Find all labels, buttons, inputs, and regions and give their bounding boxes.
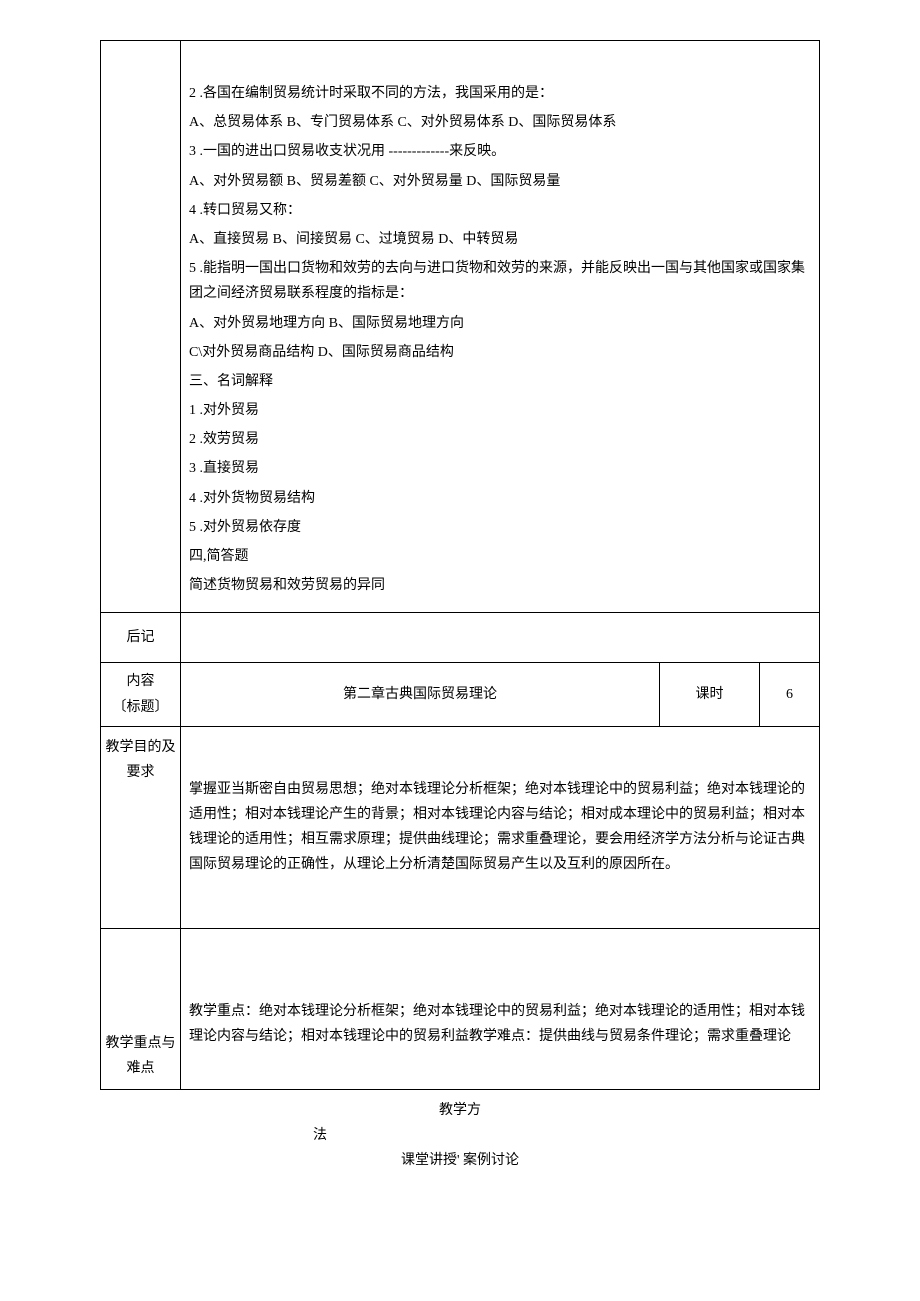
objectives-label-cell: 教学目的及 要求 bbox=[101, 726, 181, 928]
objectives-content-cell: 掌握亚当斯密自由贸易思想；绝对本钱理论分析框架；绝对本钱理论中的贸易利益；绝对本… bbox=[181, 726, 820, 928]
main-content-row: 2 .各国在编制贸易统计时采取不同的方法，我国采用的是： A、总贸易体系 B、专… bbox=[101, 41, 820, 613]
question-5-option-line2: C\对外贸易商品结构 D、国际贸易商品结构 bbox=[189, 340, 811, 365]
essay-question: 简述货物贸易和效劳贸易的异同 bbox=[189, 573, 811, 598]
question-3: 3 .一国的进出口贸易收支状况用 -------------来反映。 bbox=[189, 139, 811, 164]
main-content-cell: 2 .各国在编制贸易统计时采取不同的方法，我国采用的是： A、总贸易体系 B、专… bbox=[181, 41, 820, 613]
keypoints-label-line1: 教学重点与 bbox=[105, 1031, 176, 1056]
method-label-line1: 教学方 bbox=[100, 1098, 820, 1123]
main-content-label-cell bbox=[101, 41, 181, 613]
question-2: 2 .各国在编制贸易统计时采取不同的方法，我国采用的是： bbox=[189, 81, 811, 106]
term-3: 3 .直接贸易 bbox=[189, 456, 811, 481]
method-content: 课堂讲授' 案例讨论 bbox=[100, 1148, 820, 1173]
question-5: 5 .能指明一国出口货物和效劳的去向与进口货物和效劳的来源，并能反映出一国与其他… bbox=[189, 256, 811, 306]
question-2-options: A、总贸易体系 B、专门贸易体系 C、对外贸易体系 D、国际贸易体系 bbox=[189, 110, 811, 135]
postscript-content-cell bbox=[181, 613, 820, 663]
hours-label-cell: 课时 bbox=[660, 663, 760, 726]
content-label-line1: 内容 bbox=[105, 669, 176, 694]
question-4: 4 .转口贸易又称： bbox=[189, 198, 811, 223]
term-5: 5 .对外贸易依存度 bbox=[189, 515, 811, 540]
question-4-options: A、直接贸易 B、间接贸易 C、过境贸易 D、中转贸易 bbox=[189, 227, 811, 252]
keypoints-label-cell: 教学重点与 难点 bbox=[101, 928, 181, 1089]
keypoints-row: 教学重点与 难点 教学重点：绝对本钱理论分析框架；绝对本钱理论中的贸易利益；绝对… bbox=[101, 928, 820, 1089]
question-5-option-line1: A、对外贸易地理方向 B、国际贸易地理方向 bbox=[189, 311, 811, 336]
question-3-options: A、对外贸易额 B、贸易差额 C、对外贸易量 D、国际贸易量 bbox=[189, 169, 811, 194]
hours-value-cell: 6 bbox=[760, 663, 820, 726]
chapter-title-cell: 第二章古典国际贸易理论 bbox=[181, 663, 660, 726]
term-1: 1 .对外贸易 bbox=[189, 398, 811, 423]
term-2: 2 .效劳贸易 bbox=[189, 427, 811, 452]
postscript-row: 后记 bbox=[101, 613, 820, 663]
keypoints-label-line2: 难点 bbox=[105, 1056, 176, 1081]
teaching-method-section: 教学方 法 课堂讲授' 案例讨论 bbox=[100, 1098, 820, 1174]
content-label-line2: 〔标题〕 bbox=[105, 695, 176, 720]
content-title-label-cell: 内容 〔标题〕 bbox=[101, 663, 181, 726]
objectives-text: 掌握亚当斯密自由贸易思想；绝对本钱理论分析框架；绝对本钱理论中的贸易利益；绝对本… bbox=[189, 777, 811, 878]
keypoints-content-cell: 教学重点：绝对本钱理论分析框架；绝对本钱理论中的贸易利益；绝对本钱理论的适用性；… bbox=[181, 928, 820, 1089]
objectives-label-line2: 要求 bbox=[105, 760, 176, 785]
chapter-title-row: 内容 〔标题〕 第二章古典国际贸易理论 课时 6 bbox=[101, 663, 820, 726]
keypoints-text: 教学重点：绝对本钱理论分析框架；绝对本钱理论中的贸易利益；绝对本钱理论的适用性；… bbox=[189, 999, 811, 1049]
objectives-row: 教学目的及 要求 掌握亚当斯密自由贸易思想；绝对本钱理论分析框架；绝对本钱理论中… bbox=[101, 726, 820, 928]
section-4-title: 四,简答题 bbox=[189, 544, 811, 569]
section-3-title: 三、名词解释 bbox=[189, 369, 811, 394]
term-4: 4 .对外货物贸易结构 bbox=[189, 486, 811, 511]
lesson-plan-table: 2 .各国在编制贸易统计时采取不同的方法，我国采用的是： A、总贸易体系 B、专… bbox=[100, 40, 820, 1090]
objectives-label-line1: 教学目的及 bbox=[105, 735, 176, 760]
method-label-line2: 法 bbox=[313, 1123, 327, 1148]
postscript-label-cell: 后记 bbox=[101, 613, 181, 663]
